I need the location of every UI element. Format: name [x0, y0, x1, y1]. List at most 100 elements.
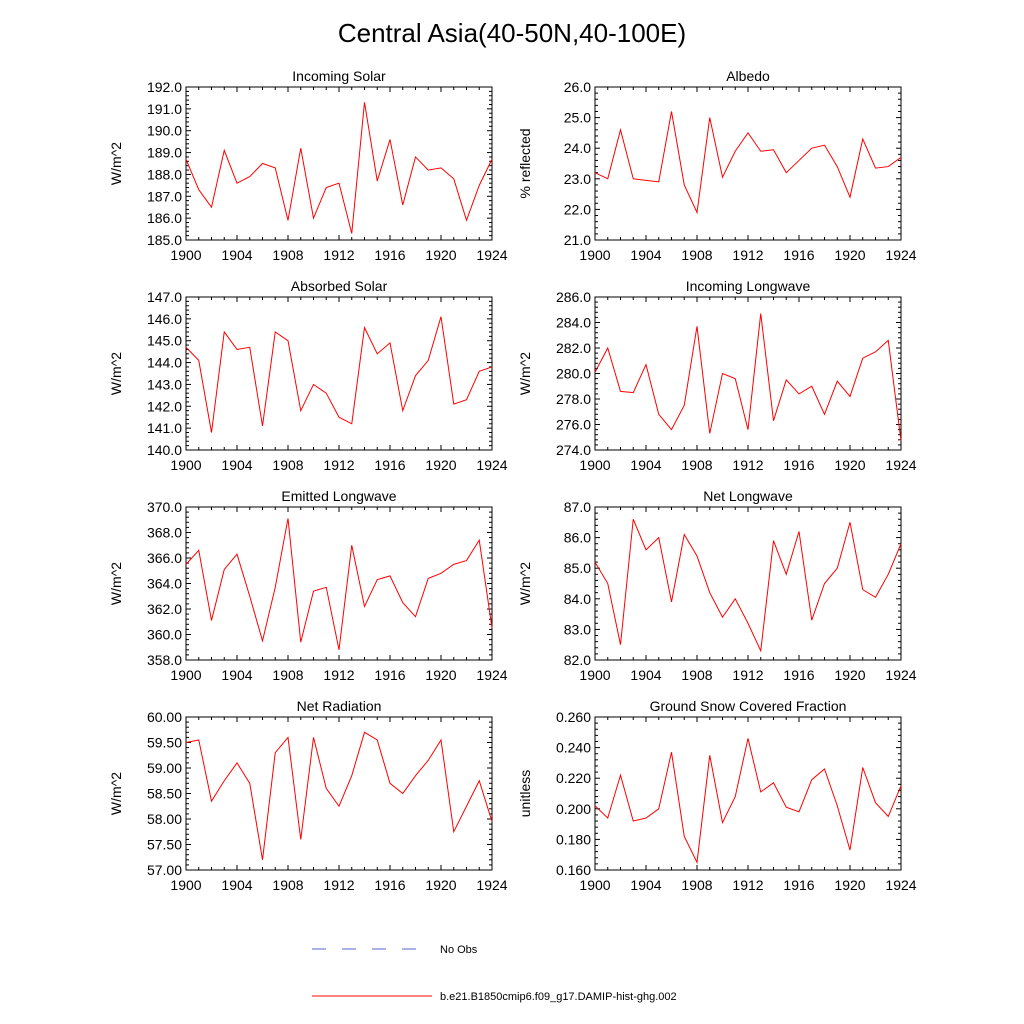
- series-line: [594, 111, 902, 215]
- x-tick-label: 1916: [374, 667, 405, 683]
- x-tick-label: 1904: [630, 247, 661, 263]
- y-tick-label: 21.0: [564, 232, 591, 248]
- y-axis-label: W/m^2: [108, 142, 124, 185]
- x-tick-label: 1908: [681, 247, 712, 263]
- y-axis-label: % reflected: [517, 128, 533, 198]
- x-tick-label: 1916: [374, 247, 405, 263]
- x-tick-label: 1900: [170, 457, 201, 473]
- plot-frame: [594, 506, 902, 661]
- legend: No Obs b.e21.B1850cmip6.f09_g17.DAMIP-hi…: [312, 944, 677, 1003]
- y-tick-label: 85.0: [564, 560, 591, 576]
- x-tick-label: 1924: [476, 247, 507, 263]
- x-tick-label: 1912: [732, 877, 763, 893]
- y-tick-label: 0.220: [556, 770, 591, 786]
- x-tick-label: 1912: [323, 667, 354, 683]
- y-axis-label: W/m^2: [108, 772, 124, 815]
- chart-panel: Net Longwave W/m^2 1900 1904 1908 1912 1916 192…: [517, 488, 917, 683]
- chart-panel: Albedo % reflected 1900 1904 1908 1912 1916 192…: [517, 68, 917, 263]
- y-tick-label: 364.0: [147, 576, 182, 592]
- x-tick-label: 1916: [374, 457, 405, 473]
- y-tick-label: 146.0: [147, 311, 182, 327]
- x-tick-label: 1908: [272, 877, 303, 893]
- plot-frame: [185, 716, 493, 871]
- x-tick-label: 1920: [834, 667, 865, 683]
- y-tick-label: 59.00: [147, 760, 182, 776]
- x-tick-label: 1920: [425, 877, 456, 893]
- panel-title: Emitted Longwave: [281, 488, 396, 504]
- series-line: [185, 316, 493, 433]
- y-tick-label: 142.0: [147, 398, 182, 414]
- plot-frame: [185, 296, 493, 451]
- x-tick-label: 1900: [579, 247, 610, 263]
- x-tick-label: 1904: [630, 877, 661, 893]
- y-tick-label: 362.0: [147, 601, 182, 617]
- x-tick-label: 1900: [579, 457, 610, 473]
- x-tick-label: 1924: [476, 877, 507, 893]
- panel-title: Net Longwave: [703, 488, 793, 504]
- x-tick-label: 1904: [221, 667, 252, 683]
- x-tick-label: 1904: [221, 877, 252, 893]
- chart-panel: Net Radiation W/m^2 1900 1904 1908 1912 1916 19…: [108, 698, 508, 893]
- y-tick-label: 0.200: [556, 801, 591, 817]
- series-line: [185, 518, 493, 650]
- chart-panel: Incoming Solar W/m^2 1900 1904 1908 1912 1916 1…: [108, 68, 508, 263]
- series-line: [185, 102, 493, 234]
- x-tick-label: 1924: [885, 457, 916, 473]
- y-tick-label: 59.50: [147, 735, 182, 751]
- series-line: [185, 731, 493, 860]
- y-tick-label: 23.0: [564, 171, 591, 187]
- chart-panel: Absorbed Solar W/m^2 1900 1904 1908 1912 1916 1…: [108, 278, 508, 473]
- y-tick-label: 60.00: [147, 709, 182, 725]
- y-tick-label: 0.180: [556, 831, 591, 847]
- y-axis-label: W/m^2: [517, 352, 533, 395]
- series-line: [594, 313, 902, 442]
- x-tick-label: 1900: [170, 247, 201, 263]
- y-tick-label: 83.0: [564, 621, 591, 637]
- legend-label-no-obs: No Obs: [440, 944, 478, 956]
- chart-panel: Incoming Longwave W/m^2 1900 1904 1908 1912 19…: [517, 278, 917, 473]
- x-tick-label: 1916: [783, 457, 814, 473]
- x-tick-label: 1904: [630, 667, 661, 683]
- y-tick-label: 87.0: [564, 499, 591, 515]
- y-tick-label: 57.00: [147, 862, 182, 878]
- y-tick-label: 370.0: [147, 499, 182, 515]
- x-tick-label: 1908: [272, 247, 303, 263]
- panel-title: Absorbed Solar: [291, 278, 388, 294]
- y-tick-label: 366.0: [147, 550, 182, 566]
- x-tick-label: 1916: [783, 667, 814, 683]
- panel-title: Ground Snow Covered Fraction: [650, 698, 847, 714]
- x-tick-label: 1912: [732, 667, 763, 683]
- y-tick-label: 191.0: [147, 101, 182, 117]
- y-tick-label: 189.0: [147, 145, 182, 161]
- x-tick-label: 1900: [170, 877, 201, 893]
- series-line: [594, 519, 902, 653]
- x-tick-label: 1916: [783, 877, 814, 893]
- x-tick-label: 1924: [885, 667, 916, 683]
- x-tick-label: 1908: [681, 457, 712, 473]
- x-tick-label: 1920: [425, 247, 456, 263]
- x-tick-label: 1920: [834, 877, 865, 893]
- y-tick-label: 284.0: [556, 315, 591, 331]
- y-tick-label: 147.0: [147, 289, 182, 305]
- y-tick-label: 280.0: [556, 366, 591, 382]
- y-tick-label: 144.0: [147, 355, 182, 371]
- y-tick-label: 360.0: [147, 627, 182, 643]
- y-tick-label: 186.0: [147, 210, 182, 226]
- y-tick-label: 0.240: [556, 740, 591, 756]
- y-tick-label: 145.0: [147, 333, 182, 349]
- x-tick-label: 1908: [681, 667, 712, 683]
- y-axis-label: W/m^2: [108, 562, 124, 605]
- y-tick-label: 278.0: [556, 391, 591, 407]
- x-tick-label: 1900: [170, 667, 201, 683]
- legend-label-model-run: b.e21.B1850cmip6.f09_g17.DAMIP-hist-ghg.…: [440, 991, 677, 1003]
- chart-panels: Incoming Solar W/m^2 1900 1904 1908 1912 1916 1…: [108, 68, 917, 893]
- y-tick-label: 58.50: [147, 786, 182, 802]
- x-tick-label: 1912: [732, 247, 763, 263]
- panel-title: Net Radiation: [297, 698, 382, 714]
- panel-title: Incoming Solar: [292, 68, 386, 84]
- y-tick-label: 187.0: [147, 188, 182, 204]
- x-tick-label: 1924: [885, 877, 916, 893]
- y-tick-label: 58.00: [147, 811, 182, 827]
- x-tick-label: 1924: [476, 457, 507, 473]
